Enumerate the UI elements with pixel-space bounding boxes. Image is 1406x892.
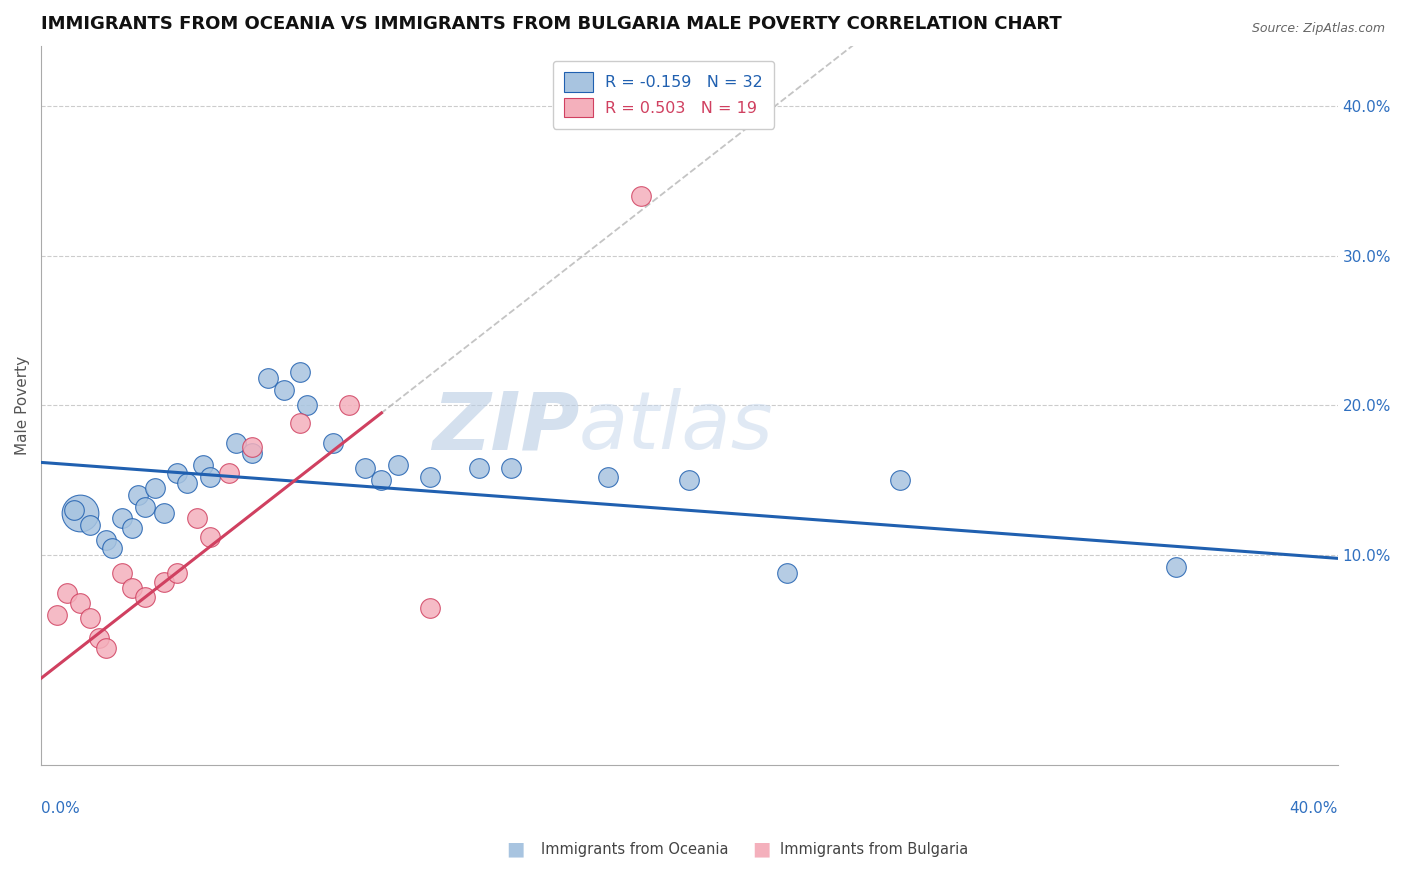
- Legend: R = -0.159   N = 32, R = 0.503   N = 19: R = -0.159 N = 32, R = 0.503 N = 19: [553, 61, 775, 128]
- Text: atlas: atlas: [579, 388, 773, 466]
- Point: [186, 511, 208, 525]
- Point: [218, 466, 240, 480]
- Point: [134, 591, 156, 605]
- Point: [62, 503, 84, 517]
- Point: [775, 566, 797, 581]
- Point: [153, 575, 176, 590]
- Point: [370, 474, 392, 488]
- Point: [121, 582, 143, 596]
- Point: [419, 470, 441, 484]
- Point: [467, 461, 489, 475]
- Point: [598, 470, 620, 484]
- Point: [678, 474, 700, 488]
- Point: [240, 446, 263, 460]
- Point: [46, 608, 69, 623]
- Text: 40.0%: 40.0%: [1289, 801, 1337, 816]
- Point: [240, 441, 263, 455]
- Point: [290, 366, 312, 380]
- Point: [56, 586, 79, 600]
- Point: [198, 470, 221, 484]
- Text: Immigrants from Oceania: Immigrants from Oceania: [541, 842, 728, 856]
- Point: [337, 399, 360, 413]
- Point: [501, 461, 523, 475]
- Point: [101, 541, 124, 555]
- Point: [295, 399, 318, 413]
- Point: [1164, 560, 1187, 574]
- Point: [69, 507, 91, 521]
- Point: [630, 188, 652, 202]
- Point: [198, 530, 221, 544]
- Point: [166, 466, 188, 480]
- Point: [166, 566, 188, 581]
- Point: [354, 461, 377, 475]
- Point: [225, 436, 247, 450]
- Point: [257, 371, 280, 385]
- Point: [419, 600, 441, 615]
- Point: [193, 458, 215, 473]
- Point: [94, 641, 117, 656]
- Point: [387, 458, 409, 473]
- Text: Source: ZipAtlas.com: Source: ZipAtlas.com: [1251, 22, 1385, 36]
- Text: ■: ■: [506, 839, 524, 859]
- Text: ■: ■: [752, 839, 770, 859]
- Point: [121, 521, 143, 535]
- Point: [322, 436, 344, 450]
- Point: [134, 500, 156, 515]
- Text: Immigrants from Bulgaria: Immigrants from Bulgaria: [780, 842, 969, 856]
- Point: [273, 384, 295, 398]
- Point: [89, 631, 111, 645]
- Y-axis label: Male Poverty: Male Poverty: [15, 356, 30, 455]
- Point: [143, 481, 166, 495]
- Point: [176, 476, 198, 491]
- Point: [889, 474, 911, 488]
- Point: [127, 488, 149, 502]
- Point: [111, 511, 134, 525]
- Point: [111, 566, 134, 581]
- Point: [69, 596, 91, 610]
- Point: [79, 518, 101, 533]
- Point: [290, 417, 312, 431]
- Text: ZIP: ZIP: [432, 388, 579, 466]
- Text: IMMIGRANTS FROM OCEANIA VS IMMIGRANTS FROM BULGARIA MALE POVERTY CORRELATION CHA: IMMIGRANTS FROM OCEANIA VS IMMIGRANTS FR…: [41, 15, 1062, 33]
- Point: [153, 507, 176, 521]
- Point: [94, 533, 117, 548]
- Point: [79, 611, 101, 625]
- Text: 0.0%: 0.0%: [41, 801, 80, 816]
